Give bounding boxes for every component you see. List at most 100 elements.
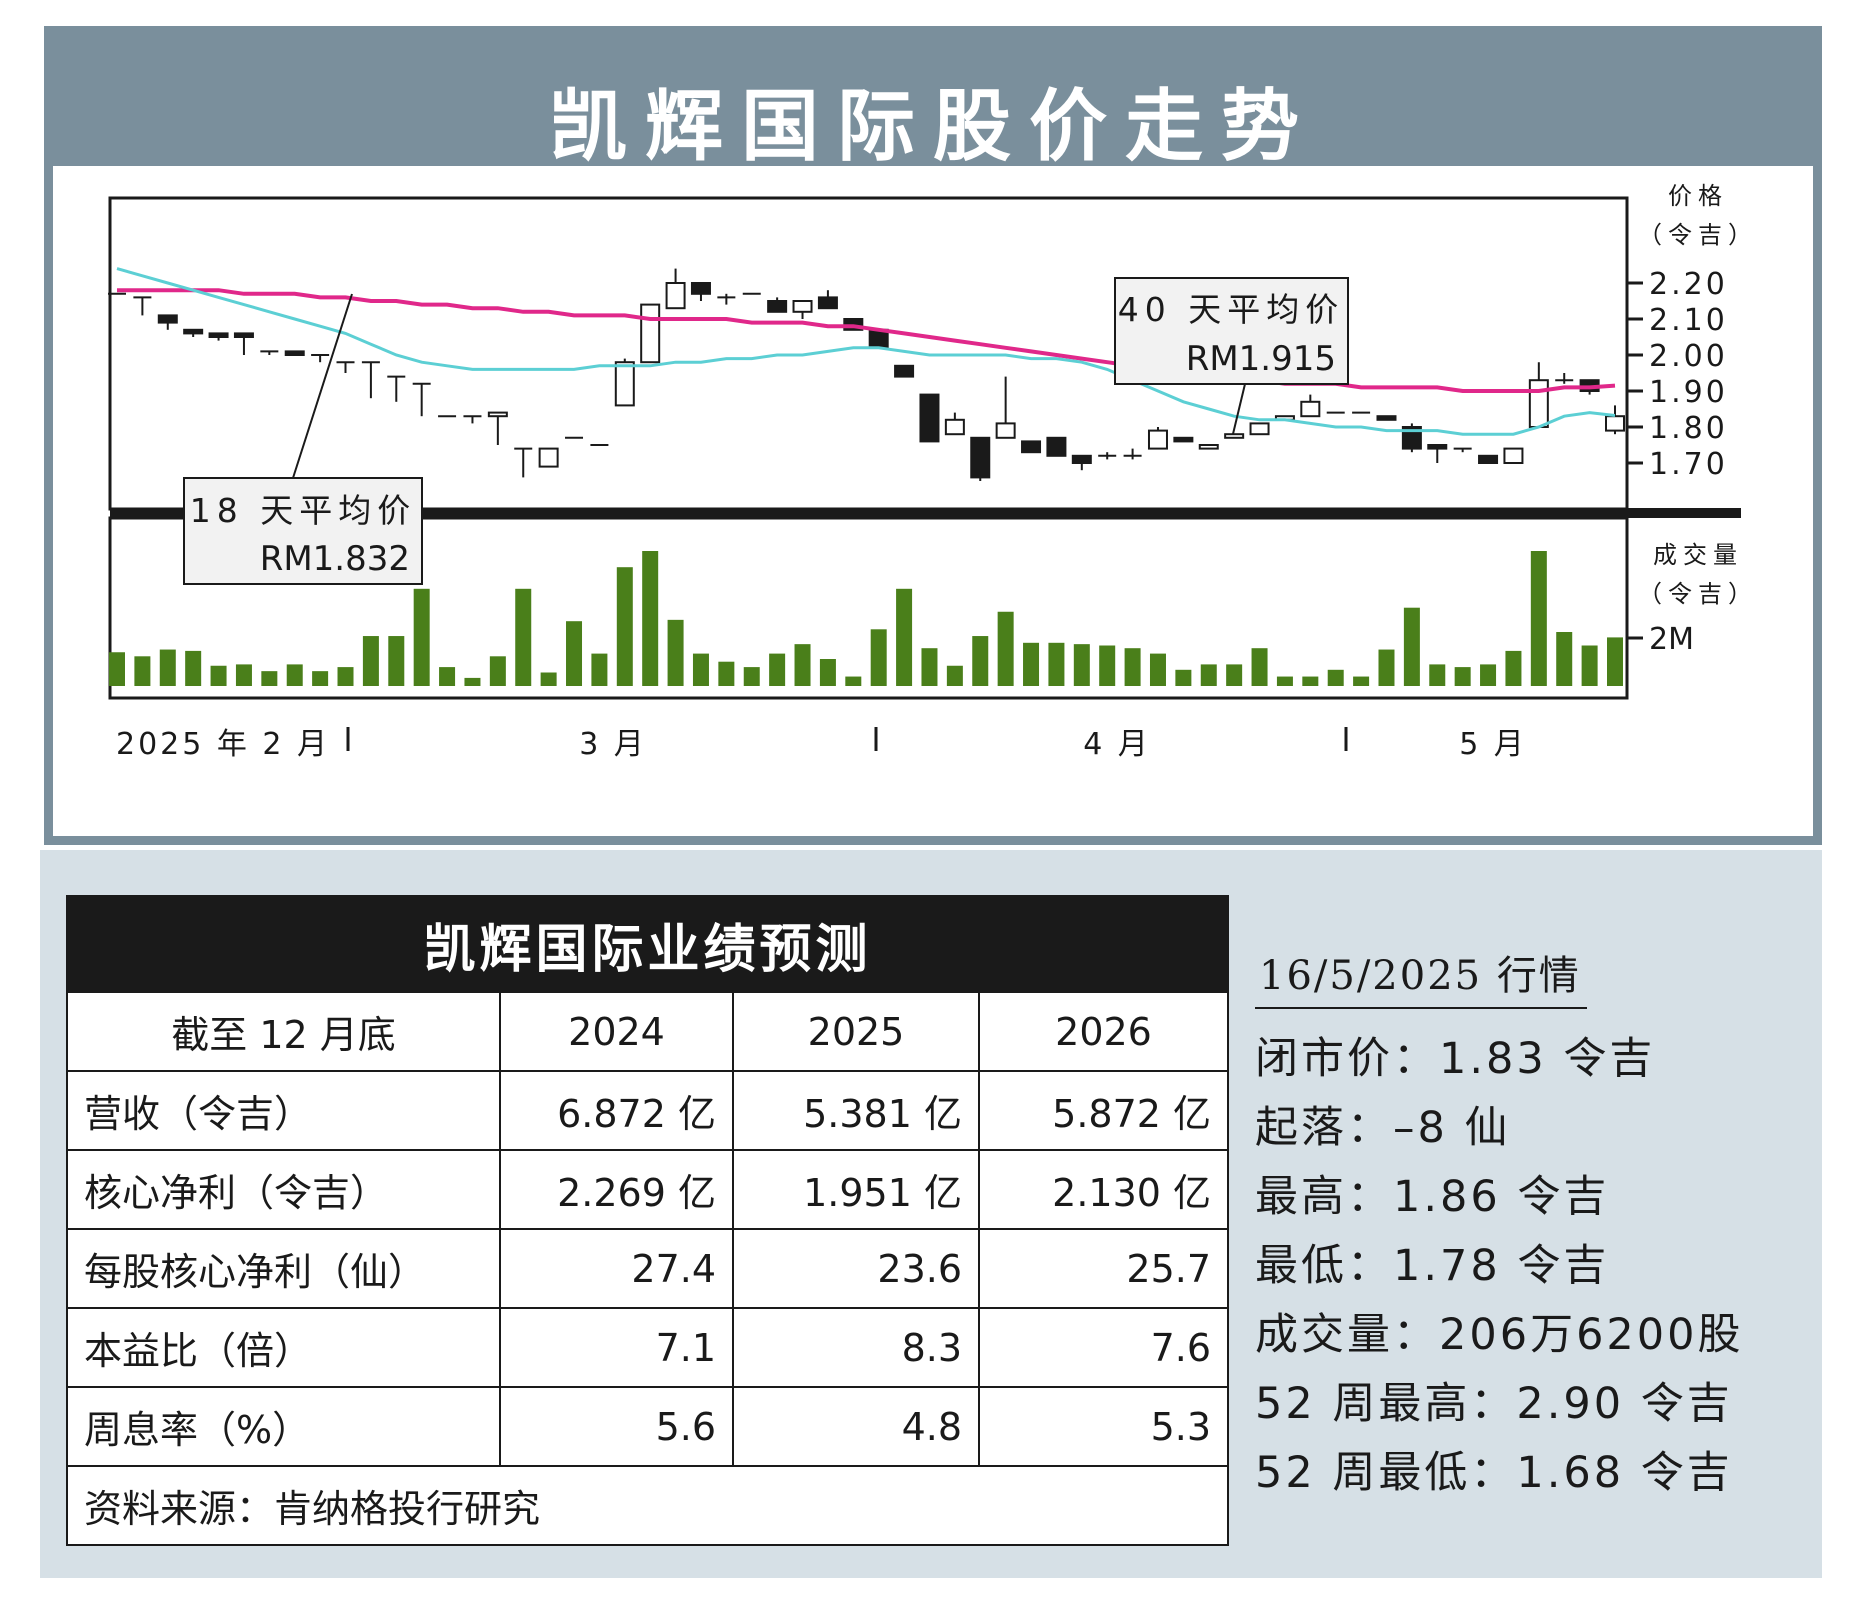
- volume-bar: [1530, 551, 1547, 686]
- volume-bar: [1353, 676, 1370, 686]
- candle: [1173, 436, 1194, 443]
- volume-bar: [413, 588, 430, 686]
- candle: [208, 332, 229, 341]
- chart-title: 凯辉国际股价走势: [548, 82, 1317, 172]
- ma18-value: RM1.832: [260, 539, 410, 579]
- chart-frame: 凯辉国际股价走势 2.20 2.10 2.00 1.90 1.80 1.70 价格 （令吉…: [44, 26, 1822, 845]
- volume-bar: [896, 588, 913, 686]
- volume-bar: [819, 659, 836, 686]
- ma40-value: RM1.915: [1186, 339, 1336, 379]
- volume-bar: [591, 653, 608, 686]
- table-cell: 25.7: [977, 1228, 1230, 1309]
- volume-bar: [1124, 648, 1141, 686]
- ma40-leader-line: [1232, 383, 1246, 435]
- price-volume-chart: 2.202.102.001.901.801.70 价格 （令吉） 成交量 （令吉…: [108, 182, 1752, 762]
- candle: [463, 415, 482, 424]
- table-cell: 5.872 亿: [977, 1070, 1230, 1151]
- volume-bar: [667, 619, 684, 686]
- candle: [665, 268, 686, 310]
- candle: [717, 293, 736, 305]
- volume-bar: [286, 664, 303, 686]
- candle: [1098, 452, 1117, 460]
- x-label-mar: 3 月: [579, 727, 647, 762]
- volume-bar: [1048, 642, 1065, 686]
- volume-bar: [1302, 676, 1319, 686]
- candle: [1555, 373, 1574, 384]
- volume-bar: [1200, 664, 1217, 686]
- candles: [108, 268, 1625, 481]
- volume-bar: [1581, 645, 1598, 686]
- volume-bar: [109, 652, 125, 686]
- table-cell: 5.3: [977, 1386, 1230, 1467]
- table-cell: 23.6: [732, 1228, 980, 1309]
- market-date: 16/5/2025 行情: [1255, 943, 1587, 1009]
- volume-bar: [870, 629, 887, 686]
- table-cell: 7.1: [499, 1307, 734, 1388]
- volume-bar: [946, 665, 963, 686]
- volume-bar: [1023, 642, 1040, 686]
- table-row: 周息率（%） 5.6 4.8 5.3: [66, 1386, 1230, 1467]
- row-label: 本益比（倍）: [66, 1307, 501, 1388]
- volume-bar: [616, 567, 633, 686]
- volume-bar: [642, 551, 659, 686]
- price-tick-label: 2.20: [1649, 267, 1728, 302]
- plot-divider: [110, 508, 1741, 518]
- volume-bar: [540, 672, 557, 686]
- candle: [944, 412, 965, 436]
- candle: [311, 354, 330, 363]
- candle: [1046, 436, 1067, 457]
- volume-bar: [1099, 645, 1116, 686]
- volume-bar: [1073, 644, 1090, 686]
- ma40-callout: [1114, 277, 1349, 385]
- candle: [514, 447, 533, 478]
- volume-bar: [1607, 637, 1623, 686]
- candle: [1198, 444, 1219, 450]
- candle: [640, 303, 661, 364]
- candle: [894, 364, 915, 378]
- forecast-title: 凯辉国际业绩预测: [65, 895, 1230, 993]
- row-label: 核心净利（令吉）: [66, 1149, 501, 1230]
- candle: [1376, 415, 1397, 421]
- table-row: 核心净利（令吉） 2.269 亿 1.951 亿 2.130 亿: [66, 1149, 1230, 1230]
- candle: [361, 361, 380, 399]
- volume: 成交量：206万6200股: [1255, 1310, 1744, 1360]
- table-header-cell: 截至 12 月底: [66, 991, 501, 1072]
- row-label: 每股核心净利（仙）: [66, 1228, 501, 1309]
- volume-bar: [1276, 676, 1293, 686]
- volume-tick-label: 2M: [1649, 622, 1694, 657]
- price-tick-label: 1.90: [1649, 375, 1728, 410]
- volume-bar: [210, 665, 227, 686]
- volume-bar: [1327, 669, 1344, 686]
- market-summary: 16/5/2025 行情 闭市价：1.83 令吉 起落：–8 仙 最高：1.86…: [1255, 943, 1815, 1508]
- candle: [183, 328, 204, 337]
- x-label-feb: 2025 年 2 月: [116, 727, 330, 762]
- candle: [1147, 427, 1168, 450]
- volume-bar: [439, 667, 456, 686]
- ma40-line: [117, 288, 1616, 393]
- ma18-line: [116, 267, 1616, 436]
- candle: [1427, 444, 1448, 463]
- ma18-leader-line: [292, 293, 353, 479]
- volume-bar: [1505, 650, 1522, 686]
- table-row: 营收（令吉） 6.872 亿 5.381 亿 5.872 亿: [66, 1070, 1230, 1151]
- candle: [1503, 447, 1524, 465]
- volume-bar: [362, 636, 379, 686]
- volume-bar: [1429, 664, 1446, 686]
- table-header-cell: 2026: [977, 991, 1230, 1072]
- volume-bar: [997, 611, 1014, 686]
- candle: [690, 282, 711, 301]
- candle: [1478, 454, 1499, 464]
- volume-bar: [566, 621, 583, 686]
- x-label-apr: 4 月: [1083, 727, 1151, 762]
- volume-bar: [337, 667, 354, 686]
- table-header-cell: 2024: [499, 991, 734, 1072]
- volume-bar: [794, 644, 811, 686]
- ma40-label: 40 天平均价: [1118, 290, 1344, 329]
- volume-bar: [1556, 632, 1573, 686]
- volume-bar: [1454, 667, 1471, 686]
- source-note: 资料来源：肯纳格投行研究: [65, 1465, 1230, 1546]
- volume-bar: [1149, 653, 1166, 686]
- candle: [1453, 447, 1472, 453]
- volume-bar: [1175, 669, 1192, 686]
- volume-bar: [1378, 649, 1395, 686]
